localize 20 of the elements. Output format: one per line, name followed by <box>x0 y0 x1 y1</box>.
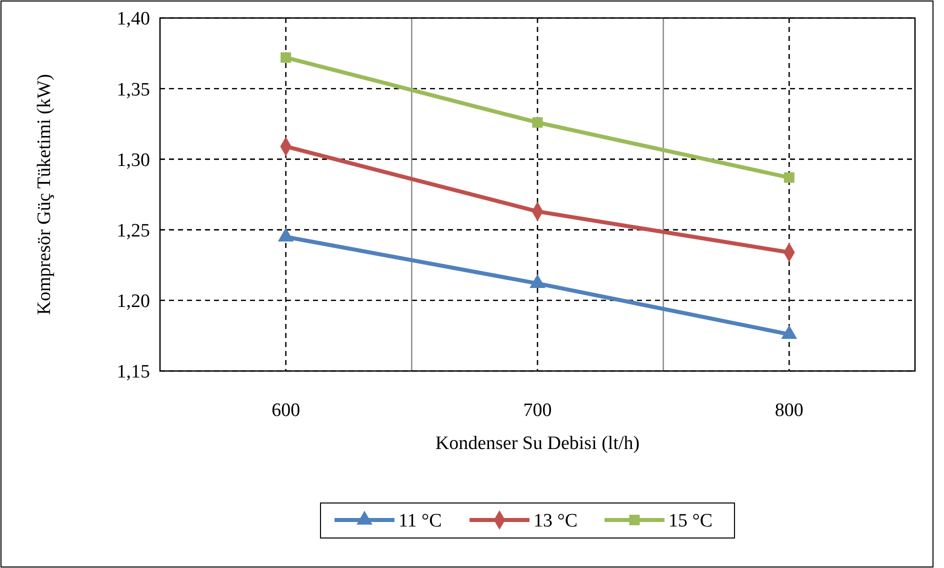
point <box>532 117 543 128</box>
y-tick-label: 1,30 <box>116 150 150 171</box>
point <box>278 228 294 242</box>
x-tick-label: 600 <box>272 400 300 421</box>
y-axis-title: Kompresör Güç Tüketimi (kW) <box>34 74 55 315</box>
point <box>280 52 292 63</box>
y-tick-label: 1,15 <box>116 362 150 383</box>
y-tick-label: 1,40 <box>116 8 150 30</box>
y-tick-label: 1,25 <box>116 220 150 242</box>
legend-label: 13 °C <box>534 510 578 532</box>
x-tick-label: 800 <box>774 400 804 421</box>
x-axis-title: Kondenser Su Debisi (lt/h) <box>435 433 640 454</box>
point <box>530 274 546 288</box>
point <box>781 325 798 339</box>
y-tick-label: 1,35 <box>116 79 150 100</box>
point <box>784 172 794 183</box>
y-tick-label: 1,20 <box>116 291 150 312</box>
legend-label: 11 °C <box>398 510 442 532</box>
legend-label: 15 °C <box>668 510 713 532</box>
x-tick-label: 700 <box>523 400 552 421</box>
